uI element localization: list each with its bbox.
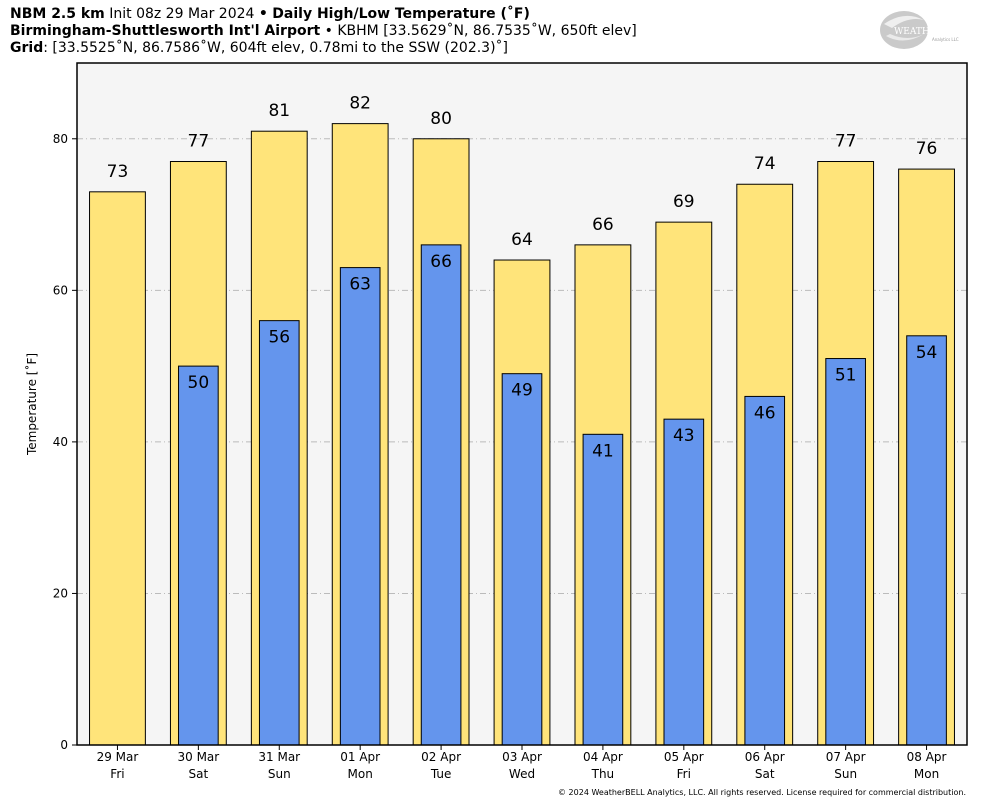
header-line-2: Birmingham-Shuttlesworth Int'l Airport •… (10, 23, 637, 40)
y-tick-label: 20 (53, 586, 68, 600)
high-value-label: 64 (511, 230, 533, 250)
x-tick-label-date: 03 Apr (502, 750, 542, 764)
low-bar (906, 335, 947, 746)
low-bar (582, 433, 624, 746)
low-value-label: 66 (430, 252, 452, 272)
x-tick-label-day: Sun (834, 767, 857, 781)
logo-text-main: WEATHER (894, 27, 943, 37)
x-tick-label-day: Sun (268, 767, 291, 781)
low-value-label: 63 (349, 275, 371, 295)
station-name: Birmingham-Shuttlesworth Int'l Airport (10, 23, 321, 39)
product-title: Daily High/Low Temperature (˚F) (272, 6, 530, 22)
low-bar (178, 365, 219, 746)
y-axis-label: Temperature [˚F] (24, 353, 39, 456)
high-value-label: 80 (430, 109, 452, 129)
low-bar (420, 244, 462, 746)
x-tick-label-date: 04 Apr (583, 750, 623, 764)
copyright-notice: © 2024 WeatherBELL Analytics, LLC. All r… (558, 788, 966, 797)
x-tick-label-date: 29 Mar (97, 750, 139, 764)
grid-info: : [33.5525˚N, 86.7586˚W, 604ft elev, 0.7… (43, 40, 509, 56)
low-bar (663, 418, 705, 746)
x-tick-label-day: Wed (509, 767, 535, 781)
x-tick-label-date: 01 Apr (340, 750, 380, 764)
low-value-label: 51 (835, 366, 857, 386)
low-value-label: 41 (592, 441, 614, 461)
x-tick-label-date: 02 Apr (421, 750, 461, 764)
x-tick-label-day: Sat (189, 767, 209, 781)
x-tick-label-date: 31 Mar (258, 750, 300, 764)
x-tick-label-day: Fri (110, 767, 124, 781)
axes: 0 20 40 60 80 29 Mar Fri 30 Mar Sat 31 Mar Sun 01 A… (53, 132, 947, 781)
x-tick-label-day: Tue (430, 767, 452, 781)
x-tick-label-date: 07 Apr (826, 750, 866, 764)
x-tick-label-date: 06 Apr (745, 750, 785, 764)
x-tick-label-date: 08 Apr (907, 750, 947, 764)
low-bar (258, 320, 300, 746)
x-tick-label-day: Fri (677, 767, 691, 781)
bars: 73 77 50 81 56 82 63 80 66 64 49 66 41 69 43 74 46 77 51 76… (89, 94, 955, 746)
high-value-label: 77 (188, 132, 210, 152)
header-line-1: NBM 2.5 km Init 08z 29 Mar 2024 • Daily … (10, 6, 530, 23)
grid-label: Grid (10, 40, 44, 56)
low-value-label: 56 (268, 328, 290, 348)
x-tick-label-day: Thu (591, 767, 615, 781)
high-value-label: 74 (754, 154, 776, 174)
x-tick-label-day: Mon (914, 767, 939, 781)
low-value-label: 50 (188, 373, 210, 393)
low-bar (339, 267, 381, 746)
x-tick-label-day: Mon (348, 767, 373, 781)
low-value-label: 43 (673, 426, 695, 446)
low-bar (501, 373, 543, 746)
station-info: KBHM [33.5629˚N, 86.7535˚W, 650ft elev] (337, 23, 637, 39)
x-tick-label-date: 05 Apr (664, 750, 704, 764)
init-time: Init 08z 29 Mar 2024 (109, 6, 255, 22)
header-separator: • (258, 6, 268, 22)
y-tick-label: 80 (53, 132, 68, 146)
high-value-label: 82 (349, 94, 371, 114)
y-tick-label: 0 (60, 738, 68, 752)
logo-text-sub: Analytics LLC (932, 37, 959, 42)
svg-text:WEATHERBELL: WEATHERBELL (894, 27, 970, 37)
high-value-label: 69 (673, 192, 695, 212)
high-bar (89, 191, 146, 746)
weatherbell-logo: WEATHERBELL Analytics LLC (880, 11, 970, 49)
high-value-label: 81 (268, 101, 290, 121)
station-separator: • (324, 23, 333, 39)
low-bar (744, 395, 786, 746)
model-name: NBM 2.5 km (10, 6, 105, 22)
low-value-label: 46 (754, 403, 776, 423)
x-tick-label-date: 30 Mar (177, 750, 219, 764)
low-value-label: 49 (511, 381, 533, 401)
header-line-3: Grid: [33.5525˚N, 86.7586˚W, 604ft elev,… (10, 40, 508, 57)
high-value-label: 73 (107, 162, 129, 182)
y-tick-label: 60 (53, 283, 68, 297)
low-bar (825, 358, 866, 746)
x-tick-label-day: Sat (755, 767, 775, 781)
high-value-label: 76 (916, 139, 938, 159)
high-value-label: 66 (592, 215, 614, 235)
logo-text-bold: BELL (943, 27, 970, 37)
low-value-label: 54 (916, 343, 938, 363)
y-tick-label: 40 (53, 435, 68, 449)
high-value-label: 77 (835, 132, 857, 152)
